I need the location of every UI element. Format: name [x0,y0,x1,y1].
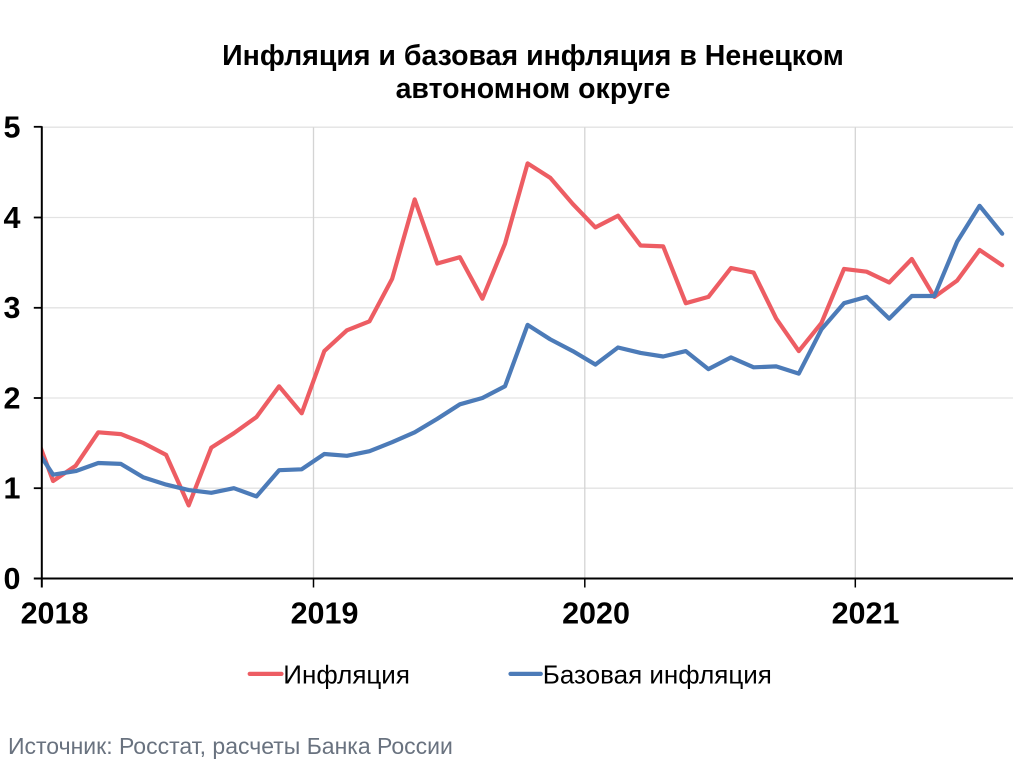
svg-text:5: 5 [4,111,21,145]
svg-text:2: 2 [4,381,21,415]
svg-text:Инфляция: Инфляция [283,660,410,690]
svg-text:2019: 2019 [291,596,359,630]
svg-text:2018: 2018 [21,596,89,630]
svg-text:4: 4 [4,201,21,235]
svg-text:Базовая инфляция: Базовая инфляция [543,660,772,690]
svg-text:0: 0 [4,562,21,596]
svg-text:1: 1 [4,472,21,506]
svg-text:2020: 2020 [562,596,630,630]
svg-text:3: 3 [4,291,21,325]
svg-text:2021: 2021 [832,596,900,630]
